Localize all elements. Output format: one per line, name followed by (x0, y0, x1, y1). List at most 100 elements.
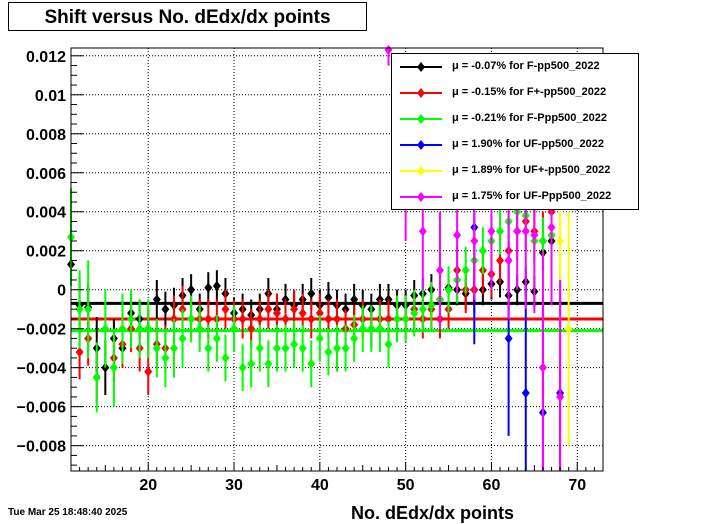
data-point (118, 323, 127, 334)
legend-entry: μ = -0.21% for F-Ppp500_2022 (392, 106, 638, 132)
data-point (333, 343, 341, 354)
data-point (281, 313, 290, 324)
legend-marker-F+-pp500_2022 (417, 88, 425, 98)
axes: 20 30 40 50 60 70 −0.008 −0.006 −0.004 −0.002 0 0.0… (17, 49, 595, 494)
x-tick-label: 40 (311, 477, 329, 494)
data-point (290, 339, 299, 350)
data-point (564, 323, 573, 334)
chart-title-box: Shift versus No. dEdx/dx points (8, 2, 367, 31)
data-point (384, 313, 393, 324)
series-F+-pp500_2022 (75, 182, 556, 403)
legend-marker-UF-pp500_2022 (417, 140, 425, 150)
data-point (538, 362, 547, 373)
data-point (212, 280, 221, 291)
data-point (307, 358, 316, 369)
y-tick-label: 0.002 (26, 244, 66, 261)
data-point (461, 265, 470, 276)
data-point (161, 304, 170, 315)
data-point (521, 388, 530, 399)
data-point (496, 255, 505, 266)
data-point (367, 323, 376, 334)
legend-label: μ = -0.21% for F-Ppp500_2022 (452, 112, 607, 124)
data-point (513, 226, 522, 237)
data-point (556, 235, 565, 246)
data-point (393, 313, 402, 324)
legend-marker-F-Ppp500_2022 (417, 114, 425, 124)
data-point (418, 226, 427, 237)
data-point (204, 343, 213, 354)
data-point (290, 304, 299, 315)
data-point (281, 343, 290, 354)
x-axis-title: No. dEdx/dx points (351, 503, 515, 523)
data-point (384, 44, 393, 55)
y-tick-label: 0.008 (26, 127, 66, 144)
legend-label: μ = -0.15% for F+-pp500_2022 (452, 86, 607, 98)
data-point (427, 300, 436, 311)
data-point (255, 343, 264, 354)
data-point (247, 358, 256, 369)
data-point (195, 323, 204, 334)
data-point (109, 362, 118, 373)
x-tick-label: 70 (568, 477, 586, 494)
legend-entry: μ = -0.15% for F+-pp500_2022 (392, 80, 638, 106)
data-point (169, 343, 178, 354)
data-point (315, 308, 324, 319)
data-point (435, 265, 444, 276)
data-point (84, 304, 93, 315)
data-point (272, 308, 281, 319)
y-tick-label: 0.004 (26, 205, 66, 222)
data-point (453, 230, 462, 241)
data-point (161, 352, 170, 363)
legend-entry: μ = 1.90% for UF-pp500_2022 (392, 132, 638, 158)
legend-entry: μ = -0.07% for F-pp500_2022 (392, 54, 638, 80)
data-point (187, 313, 196, 324)
chart-title: Shift versus No. dEdx/dx points (44, 7, 331, 28)
data-point (530, 230, 539, 241)
data-point (410, 308, 419, 319)
data-point (478, 245, 487, 256)
legend-label: μ = 1.75% for UF-Ppp500_2022 (452, 190, 612, 202)
data-point (496, 226, 505, 237)
data-point (504, 255, 513, 266)
data-point (247, 323, 256, 334)
legend-marker-F-pp500_2022 (417, 62, 425, 72)
legend-entry: μ = 1.75% for UF-Ppp500_2022 (392, 184, 638, 210)
data-point (264, 358, 273, 369)
data-point (315, 333, 324, 344)
data-point (127, 313, 136, 324)
data-point (238, 362, 247, 373)
legend-entry: μ = 1.89% for UF+-pp500_2022 (392, 158, 638, 184)
legend-label: μ = 1.90% for UF-pp500_2022 (452, 138, 604, 150)
y-tick-label: 0.012 (26, 49, 66, 66)
data-point (547, 222, 556, 233)
data-point (358, 323, 367, 334)
data-point (307, 288, 316, 299)
data-points (67, 44, 573, 471)
data-point (418, 304, 427, 315)
x-tick-label: 50 (397, 477, 415, 494)
data-point (152, 294, 161, 305)
data-point (75, 347, 84, 358)
y-tick-label: 0 (57, 283, 66, 300)
data-point (298, 343, 307, 354)
y-tick-label: −0.006 (17, 400, 66, 417)
data-point (470, 235, 479, 246)
y-tick-label: 0.006 (26, 166, 66, 183)
y-tick-label: 0.01 (35, 88, 66, 105)
data-point (350, 294, 359, 305)
legend-markers (400, 62, 442, 202)
legend: μ = -0.07% for F-pp500_2022 μ = -0.15% fo… (391, 53, 639, 210)
data-point (333, 313, 341, 324)
data-point (350, 333, 359, 344)
data-point (324, 313, 333, 324)
timestamp: Tue Mar 25 18:48:40 2025 (8, 507, 128, 518)
legend-marker-UF-Ppp500_2022 (417, 192, 425, 202)
data-point (444, 284, 453, 295)
legend-marker-UF+-pp500_2022 (417, 166, 425, 176)
data-point (187, 284, 196, 295)
data-point (75, 304, 84, 315)
data-point (307, 313, 316, 324)
x-tick-label: 30 (225, 477, 243, 494)
data-point (264, 304, 273, 315)
data-point (384, 339, 393, 350)
